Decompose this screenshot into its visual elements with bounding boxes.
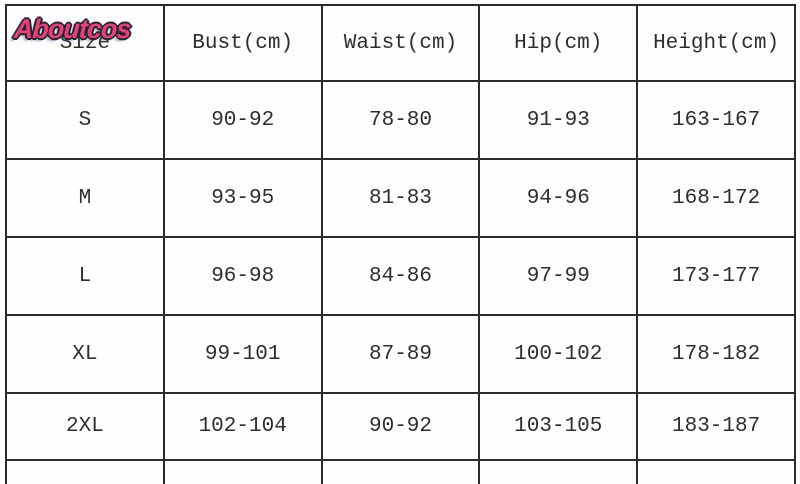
cell-waist: 90-92 [320,392,481,461]
cell-waist: 81-83 [320,158,481,238]
cell-height: 173-177 [636,236,796,316]
table-row-partial-cutoff [5,459,796,484]
cell-waist: 84-86 [320,236,481,316]
cell-empty [162,459,323,484]
cell-bust: 93-95 [162,158,323,238]
cell-hip: 97-99 [478,236,639,316]
cell-hip: 91-93 [478,80,639,160]
table-row-l: L 96-98 84-86 97-99 173-177 [5,236,796,316]
cell-waist: 78-80 [320,80,481,160]
cell-height: 178-182 [636,314,796,394]
cell-size: 2XL [5,392,165,461]
cell-hip: 94-96 [478,158,639,238]
header-cell-height: Height(cm) [636,4,796,82]
cell-size: L [5,236,165,316]
header-cell-waist: Waist(cm) [320,4,481,82]
header-cell-bust: Bust(cm) [162,4,323,82]
table-row-s: S 90-92 78-80 91-93 163-167 [5,80,796,160]
header-row: Size Bust(cm) Waist(cm) Hip(cm) Height(c… [5,4,796,82]
cell-hip: 100-102 [478,314,639,394]
cell-bust: 102-104 [162,392,323,461]
cell-height: 183-187 [636,392,796,461]
cell-size: S [5,80,165,160]
aboutcos-brand-logo: Aboutcos [13,14,132,44]
cell-empty [320,459,481,484]
cell-empty [5,459,165,484]
cell-bust: 90-92 [162,80,323,160]
size-chart-table: Size Bust(cm) Waist(cm) Hip(cm) Height(c… [5,4,796,484]
cell-bust: 99-101 [162,314,323,394]
cell-height: 168-172 [636,158,796,238]
cell-empty [478,459,639,484]
cell-empty [636,459,796,484]
cell-hip: 103-105 [478,392,639,461]
cell-bust: 96-98 [162,236,323,316]
size-chart-container: Size Bust(cm) Waist(cm) Hip(cm) Height(c… [5,4,796,484]
header-cell-hip: Hip(cm) [478,4,639,82]
header-cell-size: Size [5,4,165,82]
table-row-2xl: 2XL 102-104 90-92 103-105 183-187 [5,392,796,461]
cell-waist: 87-89 [320,314,481,394]
cell-size: XL [5,314,165,394]
cell-height: 163-167 [636,80,796,160]
cell-size: M [5,158,165,238]
table-row-m: M 93-95 81-83 94-96 168-172 [5,158,796,238]
table-row-xl: XL 99-101 87-89 100-102 178-182 [5,314,796,394]
